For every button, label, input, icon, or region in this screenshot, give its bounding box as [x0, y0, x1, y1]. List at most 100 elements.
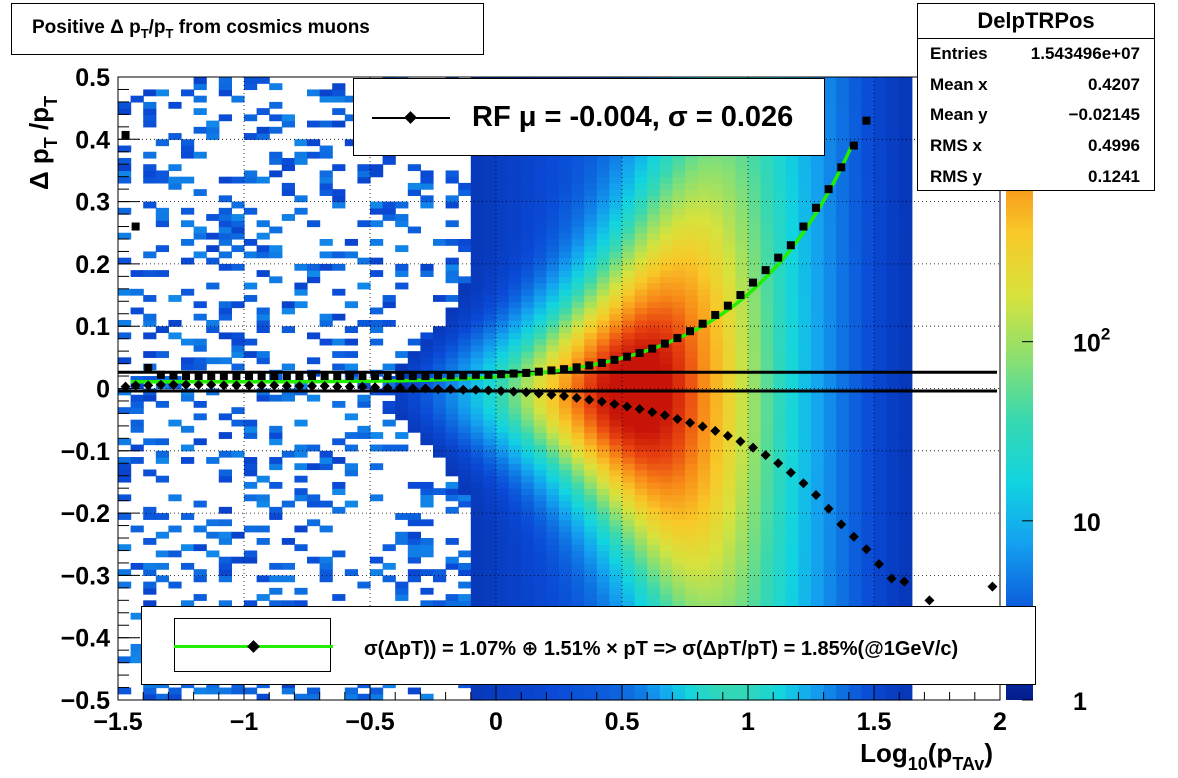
heatmap-cell [823, 326, 837, 334]
heatmap-cell [634, 245, 648, 253]
heatmap-cell [836, 469, 850, 477]
heatmap-cell [811, 432, 825, 439]
heatmap-cell [886, 475, 900, 483]
heatmap-cell [697, 351, 711, 358]
heatmap-cell [685, 432, 699, 439]
heatmap-cell [710, 556, 724, 564]
heatmap-cell [118, 257, 132, 265]
heatmap-cell [735, 407, 749, 415]
heatmap-cell [785, 176, 799, 184]
heatmap-cell [294, 463, 308, 471]
heatmap-cell [609, 376, 623, 383]
heatmap-cell [659, 344, 673, 352]
heatmap-cell [811, 525, 825, 533]
heatmap-cell [458, 475, 472, 483]
heatmap-cell [118, 157, 132, 165]
heatmap-cell [256, 307, 270, 315]
heatmap-cell [244, 251, 258, 259]
heatmap-cell [470, 488, 484, 496]
heatmap-cell [785, 276, 799, 284]
heatmap-cell [899, 488, 913, 496]
heatmap-cell [470, 594, 484, 601]
heatmap-cell [559, 357, 573, 365]
heatmap-cell [470, 164, 484, 172]
heatmap-cell [685, 581, 699, 589]
heatmap-cell [735, 687, 749, 695]
heatmap-cell [445, 270, 459, 277]
heatmap-cell [886, 263, 900, 271]
heatmap-cell [634, 538, 648, 545]
heatmap-cell [533, 276, 547, 284]
heatmap-cell [899, 556, 913, 564]
heatmap-cell [521, 226, 535, 234]
heatmap-cell [193, 151, 207, 159]
heatmap-cell [445, 319, 459, 327]
heatmap-cell [899, 513, 913, 520]
heatmap-cell [886, 226, 900, 234]
heatmap-cell [407, 189, 421, 196]
heatmap-cell [622, 376, 636, 383]
heatmap-cell [659, 550, 673, 558]
heatmap-cell [596, 282, 610, 290]
mean-point [659, 410, 670, 421]
heatmap-cell [433, 394, 447, 402]
heatmap-cell [659, 494, 673, 502]
heatmap-cell [798, 500, 812, 508]
heatmap-cell [773, 450, 787, 458]
heatmap-cell [823, 469, 837, 477]
heatmap-cell [748, 170, 762, 178]
heatmap-cell [685, 394, 699, 402]
heatmap-cell [470, 494, 484, 502]
heatmap-cell [559, 525, 573, 533]
heatmap-cell [785, 182, 799, 190]
heatmap-cell [508, 164, 522, 172]
heatmap-cell [785, 394, 799, 402]
heatmap-cell [596, 506, 610, 514]
heatmap-cell [773, 544, 787, 552]
heatmap-cell [181, 145, 195, 153]
heatmap-cell [886, 251, 900, 259]
heatmap-cell [470, 232, 484, 240]
heatmap-cell [836, 494, 850, 502]
heatmap-cell [848, 288, 862, 296]
heatmap-cell [735, 270, 749, 277]
heatmap-cell [382, 575, 396, 583]
heatmap-cell [559, 463, 573, 471]
heatmap-cell [357, 394, 371, 402]
heatmap-cell [244, 133, 258, 140]
heatmap-cell [672, 469, 686, 477]
heatmap-cell [533, 157, 547, 165]
heatmap-cell [559, 581, 573, 589]
heatmap-cell [748, 519, 762, 527]
heatmap-cell [420, 519, 434, 527]
heatmap-cell [760, 332, 774, 340]
heatmap-cell [218, 263, 232, 271]
heatmap-cell [861, 419, 875, 427]
heatmap-cell [848, 600, 862, 608]
heatmap-cell [710, 444, 724, 452]
heatmap-cell [848, 351, 862, 358]
heatmap-cell [685, 531, 699, 539]
heatmap-cell [685, 525, 699, 533]
heatmap-cell [596, 326, 610, 334]
heatmap-cell [836, 295, 850, 302]
heatmap-cell [647, 413, 661, 421]
heatmap-cell [231, 214, 245, 221]
heatmap-cell [118, 108, 132, 115]
heatmap-cell [193, 126, 207, 134]
heatmap-cell [823, 245, 837, 253]
heatmap-cell [508, 506, 522, 514]
heatmap-cell [773, 245, 787, 253]
heatmap-cell [420, 500, 434, 508]
heatmap-cell [861, 581, 875, 589]
heatmap-cell [344, 469, 358, 477]
heatmap-cell [533, 220, 547, 228]
heatmap-cell [785, 513, 799, 520]
heatmap-cell [596, 332, 610, 340]
heatmap-cell [395, 263, 409, 271]
heatmap-cell [848, 525, 862, 533]
heatmap-cell [735, 382, 749, 390]
heatmap-cell [269, 83, 283, 91]
heatmap-cell [445, 344, 459, 352]
heatmap-cell [508, 232, 522, 240]
